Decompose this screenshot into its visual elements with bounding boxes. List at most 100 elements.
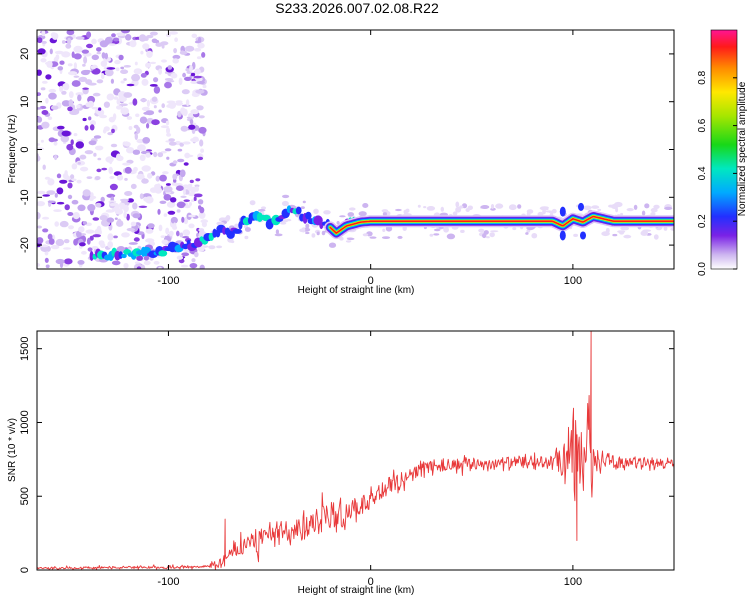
noise-blob — [138, 205, 148, 208]
noise-blob — [664, 206, 673, 210]
noise-blob — [216, 245, 223, 249]
noise-blob — [157, 208, 161, 215]
noise-blob — [126, 213, 130, 221]
noise-blob — [434, 228, 441, 232]
noise-blob — [86, 31, 92, 38]
noise-blob — [59, 220, 69, 228]
xtick-label: 100 — [564, 275, 582, 287]
noise-blob — [66, 143, 74, 151]
noise-blob — [37, 143, 41, 146]
noise-blob — [275, 229, 279, 235]
noise-blob — [143, 255, 150, 261]
noise-blob — [188, 223, 195, 229]
noise-blob — [190, 109, 199, 115]
noise-blob — [163, 194, 172, 201]
noise-blob — [653, 204, 660, 209]
noise-blob — [369, 236, 377, 239]
noise-blob — [194, 184, 200, 188]
noise-blob — [525, 232, 529, 235]
noise-blob — [77, 260, 85, 265]
noise-blob — [96, 225, 102, 234]
noise-blob — [381, 236, 391, 240]
noise-blob — [59, 85, 64, 92]
noise-blob — [155, 175, 160, 182]
noise-blob — [199, 139, 204, 147]
noise-blob — [87, 82, 97, 86]
noise-blob — [141, 106, 150, 111]
noise-blob — [70, 174, 75, 180]
noise-blob — [91, 106, 99, 110]
ridge-blob — [232, 228, 242, 234]
noise-blob — [182, 72, 187, 78]
noise-blob — [37, 201, 45, 207]
noise-blob — [114, 217, 118, 220]
noise-blob — [41, 40, 47, 44]
noise-blob — [107, 241, 113, 249]
noise-blob — [429, 233, 434, 237]
noise-blob — [133, 68, 143, 75]
noise-blob — [140, 50, 144, 55]
noise-blob — [185, 99, 190, 107]
noise-blob — [59, 60, 65, 65]
noise-blob — [644, 203, 650, 209]
noise-blob — [225, 215, 231, 221]
noise-blob — [198, 115, 205, 119]
noise-blob — [178, 77, 183, 86]
noise-blob — [136, 255, 144, 261]
noise-blob — [161, 103, 165, 109]
noise-blob — [41, 30, 46, 37]
noise-blob — [116, 153, 122, 161]
noise-blob — [132, 202, 138, 210]
noise-blob — [166, 100, 176, 104]
noise-blob — [103, 126, 110, 132]
noise-blob — [73, 62, 77, 70]
ytick-label: 0 — [19, 567, 31, 573]
snr-plot-area — [37, 331, 674, 570]
snr-xlabel: Height of straight line (km) — [298, 585, 415, 596]
noise-blob — [95, 145, 104, 151]
noise-blob — [110, 78, 114, 84]
noise-blob — [126, 83, 135, 87]
noise-blob — [194, 193, 203, 198]
noise-blob — [51, 32, 59, 40]
noise-blob — [187, 186, 194, 191]
noise-blob — [201, 221, 207, 228]
noise-blob — [63, 247, 71, 250]
noise-blob — [167, 210, 176, 215]
noise-blob — [78, 226, 85, 233]
noise-blob — [37, 48, 46, 55]
noise-blob — [640, 230, 649, 236]
noise-blob — [197, 42, 205, 49]
noise-blob — [136, 126, 141, 134]
noise-blob — [153, 86, 161, 94]
xtick-label: 0 — [368, 576, 374, 588]
noise-blob — [105, 156, 114, 163]
noise-blob — [512, 227, 517, 231]
noise-blob — [95, 202, 102, 208]
noise-blob — [50, 244, 60, 250]
noise-blob — [37, 69, 42, 76]
noise-blob — [489, 232, 495, 238]
noise-blob — [104, 68, 114, 77]
noise-blob — [92, 234, 101, 238]
noise-blob — [195, 178, 201, 182]
noise-blob — [65, 43, 72, 49]
noise-blob — [198, 205, 202, 210]
noise-blob — [168, 141, 177, 146]
noise-blob — [115, 67, 120, 72]
noise-blob — [50, 105, 59, 110]
noise-blob — [189, 119, 194, 125]
ridge-blob — [559, 230, 566, 241]
noise-blob — [40, 87, 46, 91]
noise-blob — [111, 128, 115, 134]
noise-blob — [73, 53, 82, 60]
noise-blob — [517, 204, 522, 209]
noise-blob — [166, 127, 170, 135]
noise-blob — [44, 257, 49, 263]
noise-blob — [651, 208, 656, 212]
noise-blob — [124, 191, 133, 196]
noise-blob — [106, 93, 115, 101]
noise-blob — [573, 233, 578, 237]
noise-blob — [196, 81, 205, 85]
colorbar-tick-label: 0.6 — [697, 118, 708, 132]
